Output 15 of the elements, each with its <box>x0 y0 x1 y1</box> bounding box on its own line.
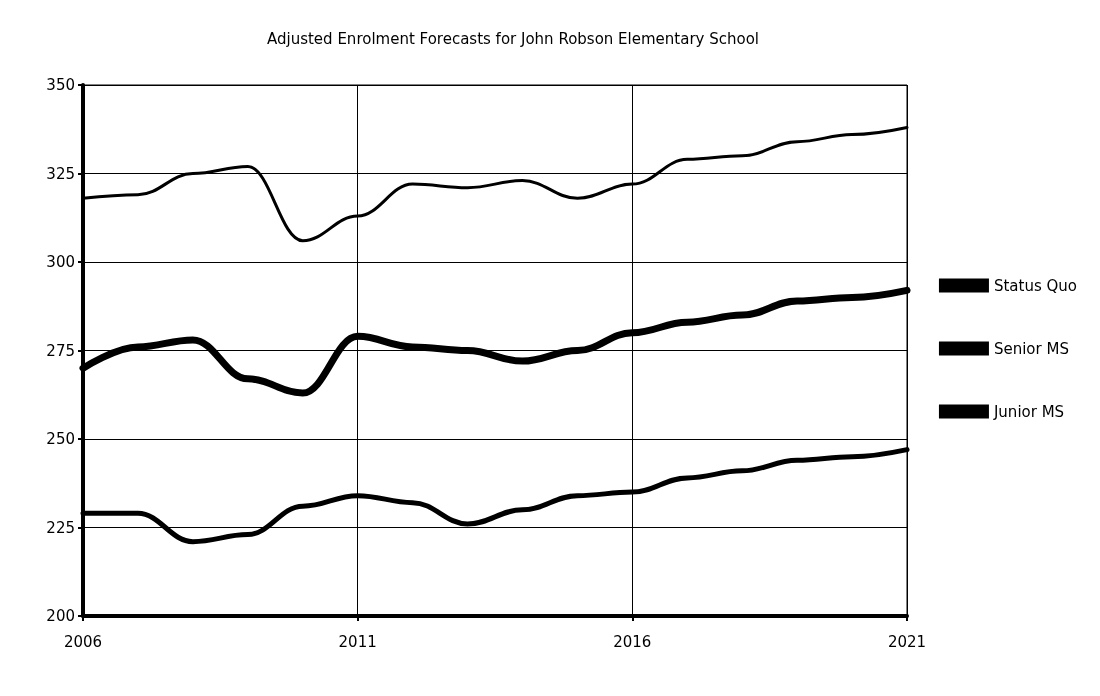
chart-title: Adjusted Enrolment Forecasts for John Robson Elementary School <box>266 29 760 48</box>
legend-label: Junior MS <box>992 402 1065 421</box>
y-tick-label: 225 <box>46 518 75 537</box>
x-tick-label: 2016 <box>613 632 652 651</box>
y-tick-label: 250 <box>46 430 75 448</box>
x-tick-label: 2006 <box>63 632 103 651</box>
y-tick-label: 200 <box>46 607 75 625</box>
x-tick-label: 2021 <box>887 632 927 651</box>
x-tick-label: 2011 <box>338 632 377 651</box>
y-tick-label: 275 <box>46 341 75 360</box>
legend-label: Senior MS <box>993 339 1069 358</box>
y-tick-label: 300 <box>46 253 75 271</box>
y-tick-label: 350 <box>46 76 75 94</box>
legend-label: Status Quo <box>993 276 1078 295</box>
y-tick-label: 325 <box>46 164 75 183</box>
